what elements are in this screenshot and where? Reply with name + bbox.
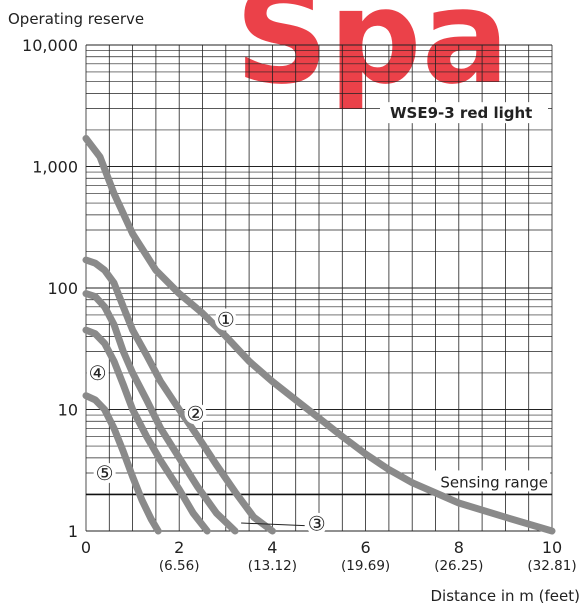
series-curve-3 (82, 290, 239, 535)
x-tick-label: 4 (267, 538, 277, 557)
sensing-range-label-bg (414, 470, 550, 492)
x-tick-label: 8 (454, 538, 464, 557)
x-tick-sublabel: (13.12) (248, 558, 297, 574)
x-tick-sublabel: (6.56) (159, 558, 200, 574)
sensing-range-label: Sensing range (440, 473, 548, 491)
x-tick-sublabel: (19.69) (341, 558, 390, 574)
y-tick-label: 10 (58, 401, 78, 420)
y-axis-title: Operating reserve (8, 10, 144, 28)
y-tick-label: 1,000 (32, 158, 78, 177)
series-curve-2 (82, 256, 276, 535)
y-tick-label: 1 (68, 522, 78, 541)
x-axis-title: Distance in m (feet) (430, 587, 580, 605)
x-tick-label: 10 (542, 538, 562, 557)
legend-box-bg (380, 102, 548, 124)
series-curve-5 (82, 392, 162, 535)
series-marker-bg (214, 308, 237, 331)
x-tick-sublabel: (32.81) (527, 558, 576, 574)
series-curve-4 (82, 326, 211, 535)
x-tick-label: 6 (361, 538, 371, 557)
series-curve-1 (82, 135, 556, 535)
y-tick-label: 10,000 (22, 36, 78, 55)
marker-3-leader (241, 522, 305, 527)
legend-box-label: WSE9-3 red light (390, 104, 532, 122)
series-marker-1: ① (217, 308, 235, 332)
series-marker-bg (305, 512, 328, 535)
series-marker-2: ② (187, 401, 205, 425)
axes: WSE9-3 red light 1 10 100 1,000 10,000 0 2(6.56… (22, 36, 577, 574)
y-tick-label: 100 (47, 279, 78, 298)
series-marker-4: ④ (89, 361, 107, 385)
series-marker-3: ③ (308, 512, 326, 536)
x-tick-sublabel: (26.25) (434, 558, 483, 574)
x-tick-label: 0 (81, 538, 91, 557)
sensing-range: Sensing range (86, 470, 552, 496)
series-group: ① ② ③ ④ ⑤ (82, 135, 556, 536)
x-tick-label: 2 (174, 538, 184, 557)
series-marker-bg (184, 402, 207, 425)
series-marker-bg (93, 462, 116, 485)
series-marker-bg (86, 361, 109, 384)
series-marker-5: ⑤ (96, 461, 114, 485)
